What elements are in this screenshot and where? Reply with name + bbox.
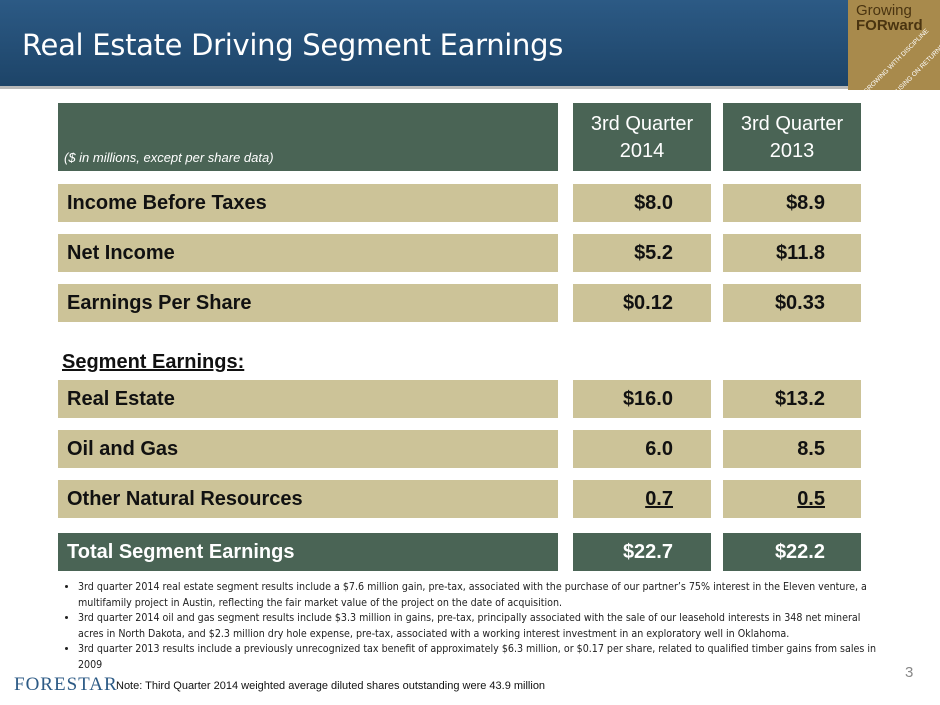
- bullet-list: 3rd quarter 2014 real estate segment res…: [60, 580, 880, 673]
- row-value: $22.7: [573, 533, 711, 571]
- slide-title: Real Estate Driving Segment Earnings: [22, 28, 564, 62]
- table-note: ($ in millions, except per share data): [64, 150, 274, 165]
- row-value: $5.2: [573, 234, 711, 272]
- row-value: $11.8: [723, 234, 861, 272]
- column-header: 3rd Quarter 2014: [573, 103, 711, 171]
- row-label: Net Income: [58, 234, 558, 272]
- row-value: $8.9: [723, 184, 861, 222]
- row-label: Income Before Taxes: [58, 184, 558, 222]
- row-value: 6.0: [573, 430, 711, 468]
- bullet: 3rd quarter 2013 results include a previ…: [78, 642, 880, 673]
- value-text: $8.0: [634, 192, 673, 214]
- row-value: 8.5: [723, 430, 861, 468]
- row-label: Real Estate: [58, 380, 558, 418]
- row-value: $0.33: [723, 284, 861, 322]
- row-label: Other Natural Resources: [58, 480, 558, 518]
- value-text: $8.9: [786, 192, 825, 214]
- bullet: 3rd quarter 2014 real estate segment res…: [78, 580, 880, 611]
- company-logo: FORESTAR: [14, 674, 118, 695]
- value-text: $5.2: [634, 242, 673, 264]
- value-text: 6.0: [645, 438, 673, 460]
- table-header: ($ in millions, except per share data): [58, 103, 558, 171]
- value-text: $13.2: [774, 388, 825, 410]
- logo: Growing FORward GROWING WITH DISCIPLINE …: [848, 0, 940, 90]
- logo-line: FORward: [856, 17, 923, 34]
- value-text: 0.7: [645, 488, 673, 510]
- value-text: $0.33: [774, 292, 825, 314]
- value-text: $22.7: [622, 541, 673, 563]
- segment-heading: Segment Earnings:: [62, 351, 245, 373]
- value-text: $22.2: [774, 541, 825, 563]
- footer-note: Note: Third Quarter 2014 weighted averag…: [116, 680, 546, 692]
- logo-line: Growing: [856, 2, 912, 19]
- logo-tagline: GROWING WITH DISCIPLINE: [862, 27, 931, 90]
- value-text: $16.0: [622, 388, 673, 410]
- row-label: Total Segment Earnings: [58, 533, 558, 571]
- row-value: $0.12: [573, 284, 711, 322]
- value-text: $0.12: [622, 292, 673, 314]
- value-text: $11.8: [776, 242, 825, 264]
- column-header: 3rd Quarter 2013: [723, 103, 861, 171]
- bullets: 3rd quarter 2014 real estate segment res…: [60, 580, 880, 673]
- row-value: $16.0: [573, 380, 711, 418]
- row-value: 0.7: [573, 480, 711, 518]
- row-value: $8.0: [573, 184, 711, 222]
- value-text: 8.5: [797, 438, 825, 460]
- header-band: [0, 0, 940, 89]
- row-value: 0.5: [723, 480, 861, 518]
- row-value: $13.2: [723, 380, 861, 418]
- bullet: 3rd quarter 2014 oil and gas segment res…: [78, 611, 880, 642]
- value-text: 0.5: [797, 488, 825, 510]
- row-label: Earnings Per Share: [58, 284, 558, 322]
- row-value: $22.2: [723, 533, 861, 571]
- page-number: 3: [905, 664, 914, 681]
- row-label: Oil and Gas: [58, 430, 558, 468]
